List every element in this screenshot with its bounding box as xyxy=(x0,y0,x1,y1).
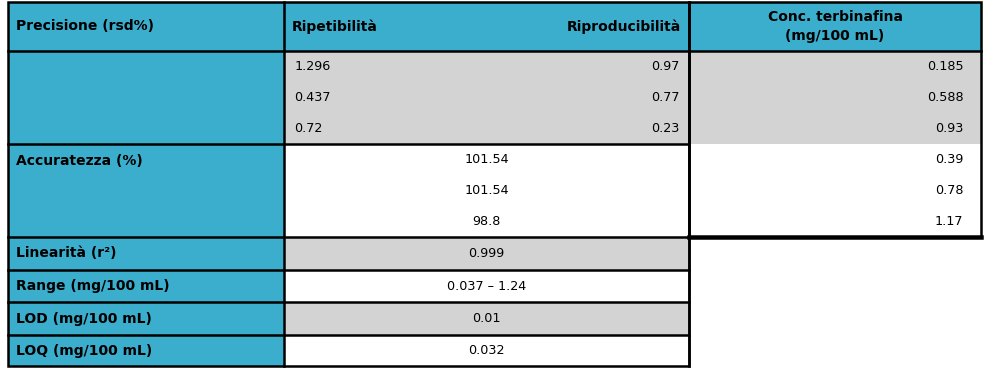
Text: (mg/100 mL): (mg/100 mL) xyxy=(785,29,885,43)
Text: 0.72: 0.72 xyxy=(294,122,322,135)
Bar xyxy=(689,144,981,237)
Bar xyxy=(689,2,981,237)
Bar xyxy=(689,2,981,51)
Bar xyxy=(689,237,981,270)
Text: 1.17: 1.17 xyxy=(935,215,963,228)
Text: Precisione (rsd%): Precisione (rsd%) xyxy=(16,20,154,33)
Text: Accuratezza (%): Accuratezza (%) xyxy=(16,154,142,168)
Text: 0.588: 0.588 xyxy=(927,91,963,104)
Text: 0.037 – 1.24: 0.037 – 1.24 xyxy=(447,280,526,293)
Bar xyxy=(8,2,689,366)
Bar xyxy=(284,335,689,366)
Bar xyxy=(689,270,981,302)
Bar xyxy=(689,335,981,366)
Bar xyxy=(689,302,981,335)
Bar xyxy=(284,51,689,144)
Bar xyxy=(8,270,284,302)
Text: 0.23: 0.23 xyxy=(651,122,679,135)
Text: Range (mg/100 mL): Range (mg/100 mL) xyxy=(16,279,169,293)
Bar xyxy=(284,237,689,270)
Bar xyxy=(8,51,284,144)
Text: 98.8: 98.8 xyxy=(473,215,500,228)
Bar xyxy=(284,2,689,51)
Bar xyxy=(8,237,284,270)
Text: LOD (mg/100 mL): LOD (mg/100 mL) xyxy=(16,312,151,326)
Text: 0.01: 0.01 xyxy=(473,312,501,325)
Bar xyxy=(689,51,981,144)
Bar xyxy=(284,144,689,237)
Bar xyxy=(284,302,689,335)
Text: 0.39: 0.39 xyxy=(935,153,963,166)
Text: Riproducibilità: Riproducibilità xyxy=(567,19,681,34)
Text: Ripetibilità: Ripetibilità xyxy=(292,19,378,34)
Bar xyxy=(8,144,284,237)
Text: Linearità (r²): Linearità (r²) xyxy=(16,246,117,260)
Text: Conc. terbinafina: Conc. terbinafina xyxy=(767,10,903,24)
Bar xyxy=(8,2,284,51)
Text: 0.97: 0.97 xyxy=(651,60,679,73)
Text: 101.54: 101.54 xyxy=(465,184,509,197)
Bar xyxy=(8,302,284,335)
Text: 0.93: 0.93 xyxy=(935,122,963,135)
Text: 0.999: 0.999 xyxy=(469,247,504,260)
Text: 0.032: 0.032 xyxy=(469,344,505,357)
Text: 0.437: 0.437 xyxy=(294,91,330,104)
Text: 0.77: 0.77 xyxy=(651,91,679,104)
Bar xyxy=(8,335,284,366)
Text: 1.296: 1.296 xyxy=(294,60,330,73)
Text: 0.78: 0.78 xyxy=(935,184,963,197)
Text: LOQ (mg/100 mL): LOQ (mg/100 mL) xyxy=(16,344,152,358)
Bar xyxy=(284,270,689,302)
Text: 0.185: 0.185 xyxy=(927,60,963,73)
Text: 101.54: 101.54 xyxy=(465,153,509,166)
